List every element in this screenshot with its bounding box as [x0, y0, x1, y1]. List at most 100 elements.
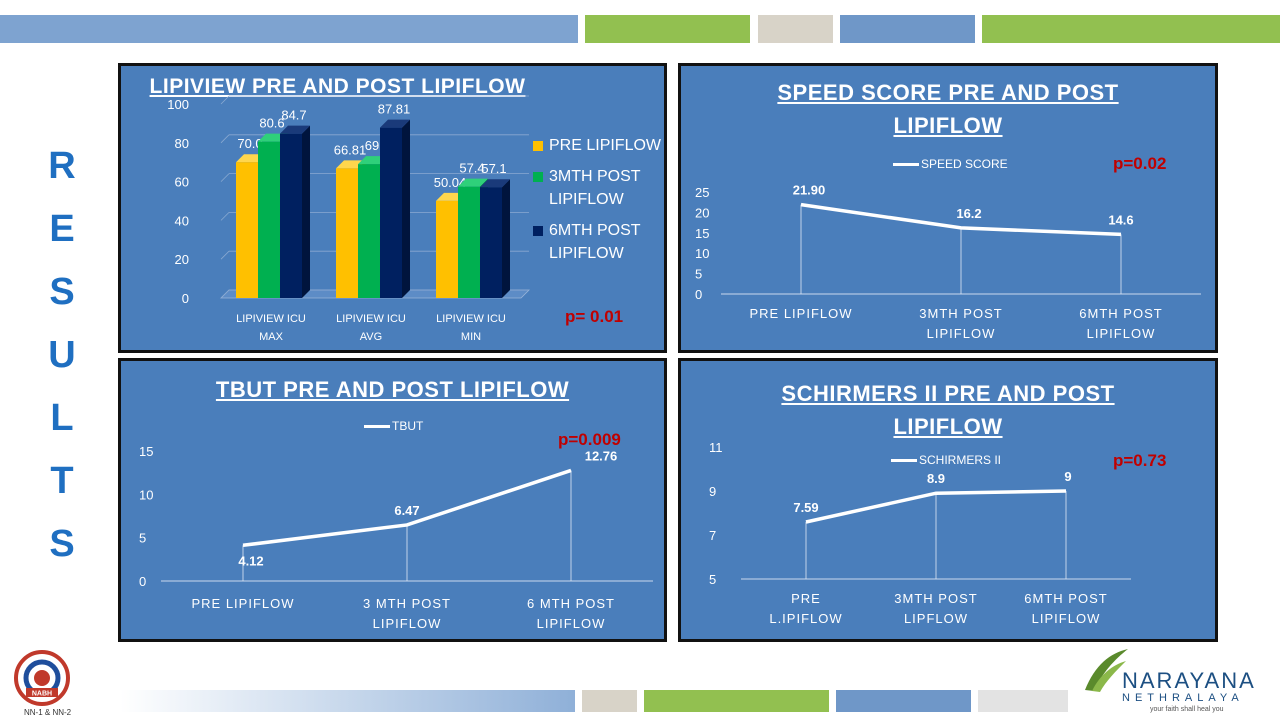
bar	[258, 141, 280, 298]
legend-label-pre: PRE LIPIFLOW	[549, 137, 662, 154]
nabh-seal-icon: NABH	[14, 650, 70, 706]
x-category-label: LIPIFLOW	[537, 616, 606, 631]
gridline-side	[220, 250, 230, 260]
legend-item-pre: PRE LIPIFLOW	[533, 134, 663, 157]
x-category-label: MIN	[461, 331, 481, 343]
header-band-blue	[0, 15, 578, 43]
x-category-label: LIPIVIEW ICU	[236, 313, 306, 325]
y-tick-label: 10	[139, 487, 153, 502]
x-category-label: 6MTH POST	[1024, 591, 1107, 606]
x-category-label: LIPIFLOW	[373, 616, 442, 631]
legend-line-swatch	[893, 163, 919, 167]
results-letter: R	[48, 145, 76, 187]
x-category-label: 6MTH POST	[1079, 306, 1162, 321]
results-letter: S	[49, 271, 75, 313]
schirmers-pvalue: p=0.73	[1113, 451, 1167, 470]
lipiview-legend: PRE LIPIFLOW 3MTH POST LIPIFLOW 6MTH POS…	[533, 134, 663, 265]
schirmers-chart-panel: SCHIRMERS II PRE AND POST LIPIFLOW SCHIR…	[678, 358, 1218, 642]
legend-swatch-6mth	[533, 225, 543, 236]
bar-value-label: 66.81	[334, 142, 367, 157]
bar	[480, 187, 502, 298]
nabh-caption: NN-1 & NN-2	[24, 708, 72, 717]
schirmers-line-chart: 5 7 9 11 7.59 8.9 9 PRE L.IPIFLOW 3MTH POST LIPFLO…	[709, 440, 1131, 626]
narayana-leaf-logo-icon	[1085, 649, 1128, 692]
series-line	[800, 202, 1122, 237]
gridline-side	[220, 173, 230, 182]
schirmers-chart-title: SCHIRMERS II PRE AND POST LIPIFLOW	[781, 381, 1115, 439]
results-heading: R E S U L T S	[40, 135, 84, 576]
speed-score-chart-title: SPEED SCORE PRE AND POST LIPIFLOW	[777, 80, 1119, 138]
data-label: 12.76	[585, 448, 618, 463]
data-label: 8.9	[927, 471, 945, 486]
y-tick-label: 0	[139, 574, 146, 589]
legend-label-3mth: 3MTH POST LIPIFLOW	[549, 168, 641, 208]
bar-value-label: 69	[365, 138, 379, 153]
bar-value-label: 70.0	[237, 136, 262, 151]
legend-line-swatch	[891, 459, 917, 463]
bar	[358, 164, 380, 298]
y-tick-label: 15	[139, 444, 153, 459]
y-tick-label: 9	[709, 484, 716, 499]
speed-score-legend: SPEED SCORE	[893, 157, 1008, 171]
speed-score-chart-panel: SPEED SCORE PRE AND POST LIPIFLOW SPEED …	[678, 63, 1218, 353]
x-category-label: 6 MTH POST	[527, 596, 615, 611]
bar	[380, 127, 402, 298]
brand-name: NARAYANA	[1122, 668, 1256, 693]
bar-side	[402, 119, 410, 298]
data-label: 14.6	[1108, 212, 1133, 227]
speed-score-legend-label: SPEED SCORE	[921, 157, 1008, 171]
tbut-pvalue: p=0.009	[558, 430, 621, 449]
brand-subname: NETHRALAYA	[1122, 692, 1244, 704]
bar-value-label: 50.04	[434, 175, 467, 190]
bar	[236, 162, 258, 298]
x-category-label: PRE LIPIFLOW	[191, 596, 294, 611]
bar-value-label: 57.4	[459, 161, 484, 176]
series-line	[805, 489, 1067, 524]
lipiview-chart-panel: LIPIVIEW PRE AND POST LIPIFLOW 0 20 40 60 80…	[118, 63, 667, 353]
legend-swatch-pre	[533, 140, 543, 151]
y-tick-label: 5	[709, 572, 716, 587]
y-tick-label: 7	[709, 528, 716, 543]
results-letter: E	[49, 208, 75, 250]
data-label: 21.90	[793, 183, 826, 198]
data-label: 16.2	[956, 206, 981, 221]
tbut-legend-label: TBUT	[392, 419, 424, 433]
legend-item-6mth: 6MTH POST LIPIFLOW	[533, 219, 663, 265]
speed-score-pvalue: p=0.02	[1113, 154, 1167, 173]
gridline-side	[220, 134, 230, 144]
header-band-green-2	[982, 15, 1280, 43]
y-tick-label: 5	[139, 531, 146, 546]
bar-top	[380, 119, 410, 128]
bar-value-label: 87.81	[378, 102, 411, 117]
bar	[280, 133, 302, 298]
x-category-label: LIPFLOW	[904, 611, 968, 626]
results-letter: T	[50, 460, 74, 502]
footer-band-green	[644, 690, 829, 712]
schirmers-legend-label: SCHIRMERS II	[919, 453, 1002, 467]
x-category-label: LIPIFLOW	[1032, 611, 1101, 626]
legend-label-6mth: 6MTH POST LIPIFLOW	[549, 222, 641, 262]
y-tick-label: 15	[695, 226, 709, 241]
lipiview-bar-chart: 0 20 40 60 80 100 70.0 80.684.7 LIPIVIEW ICU MAX 6…	[167, 95, 530, 343]
x-category-label: PRE LIPIFLOW	[749, 306, 852, 321]
legend-line-swatch	[364, 425, 390, 429]
footer-band-grey	[978, 690, 1068, 712]
bar	[458, 186, 480, 298]
x-category-label: LIPIFLOW	[927, 326, 996, 341]
gridline-side	[220, 289, 230, 299]
x-category-label: 3 MTH POST	[363, 596, 451, 611]
x-category-label: LIPIVIEW ICU	[436, 313, 506, 325]
y-tick-label: 20	[695, 205, 709, 220]
x-category-label: LIPIFLOW	[1087, 326, 1156, 341]
x-category-label: PRE	[791, 591, 821, 606]
y-tick-label: 5	[695, 267, 702, 282]
y-tick-label: 20	[175, 252, 189, 267]
bar-side	[302, 125, 310, 298]
data-label: 4.12	[238, 553, 263, 568]
bar-value-label: 57.1	[481, 161, 506, 176]
x-category-label: 3MTH POST	[919, 306, 1002, 321]
y-tick-label: 60	[175, 175, 189, 190]
legend-item-3mth: 3MTH POST LIPIFLOW	[533, 165, 663, 211]
lipiview-chart-title: LIPIVIEW PRE AND POST LIPIFLOW	[149, 75, 526, 98]
header-band-green	[585, 15, 750, 43]
